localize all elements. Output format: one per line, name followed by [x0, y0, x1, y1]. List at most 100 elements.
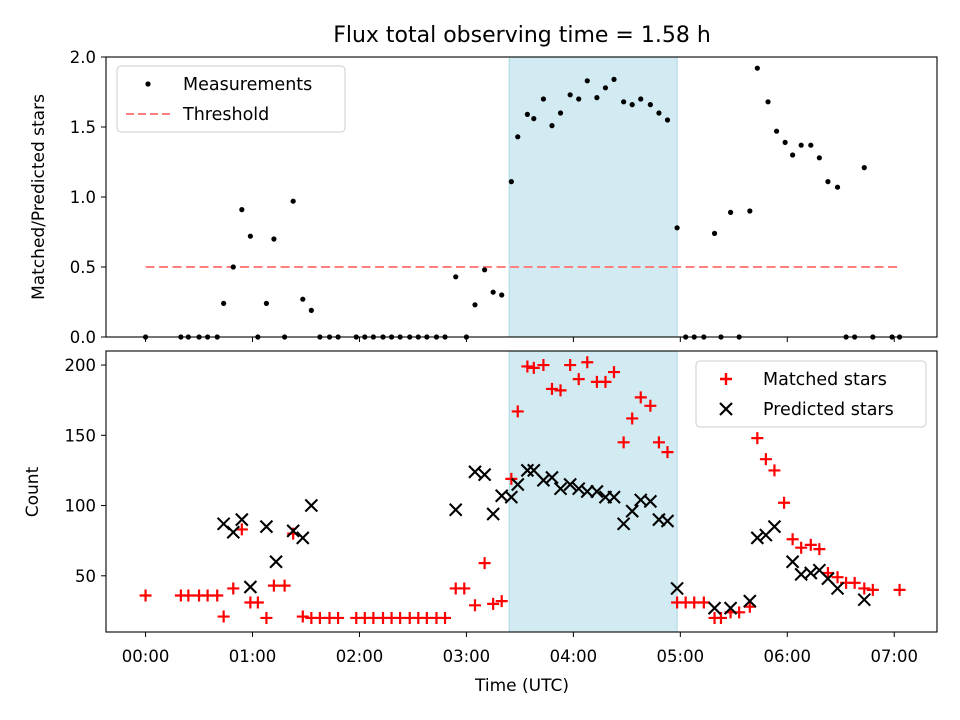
- predicted-star-point: [504, 490, 519, 504]
- predicted-star-point: [767, 519, 782, 534]
- matched-star-point: [260, 611, 273, 624]
- matched-star-point: [759, 453, 772, 466]
- predicted-star-point: [226, 525, 241, 539]
- measurement-point: [308, 307, 314, 313]
- matched-star-point: [768, 464, 781, 477]
- bottom-observing-span: [508, 350, 678, 633]
- matched-star-point: [478, 557, 491, 570]
- legend-predicted-marker: [719, 402, 733, 416]
- matched-star-point: [634, 391, 647, 404]
- predicted-star-point: [511, 477, 525, 492]
- predicted-star-point: [468, 465, 482, 479]
- matched-star-point: [813, 543, 826, 556]
- matched-star-point: [458, 582, 471, 595]
- measurement-point: [754, 65, 760, 71]
- matched-star-point: [182, 589, 195, 602]
- predicted-star-point: [571, 481, 586, 496]
- matched-star-point: [751, 432, 764, 445]
- matched-star-point: [661, 446, 674, 459]
- measurement-point: [584, 78, 590, 84]
- predicted-star-point: [269, 555, 283, 569]
- predicted-star-point: [616, 517, 631, 531]
- matched-star-point: [778, 496, 791, 509]
- matched-star-point: [267, 579, 280, 592]
- predicted-star-point: [660, 514, 675, 528]
- measurement-point: [508, 179, 514, 185]
- legend-matched-marker: [720, 373, 732, 385]
- bottom-y-axis-label: Count: [23, 466, 43, 517]
- matched-star-point: [537, 359, 550, 372]
- matched-star-point: [858, 582, 871, 595]
- matched-star-point: [439, 611, 452, 624]
- bottom-axes-frame: [105, 350, 938, 633]
- matched-star-point: [714, 611, 727, 624]
- predicted-star-point: [477, 467, 492, 482]
- measurement-point: [711, 230, 718, 236]
- measurement-point: [453, 274, 459, 280]
- predicted-star-point: [545, 470, 559, 485]
- matched-star-point: [278, 579, 291, 592]
- measurement-point: [557, 110, 564, 116]
- measurement-point: [647, 102, 653, 108]
- matched-star-point: [511, 405, 524, 418]
- measurement-point: [472, 302, 478, 308]
- bottom-panel: 50 100 150 200 00:00 01:00 02:00 03:00 04:00 05:…: [23, 350, 938, 696]
- x-tick-label: 06:00: [763, 647, 811, 666]
- measurement-point: [499, 292, 505, 298]
- top-axes-frame: [105, 56, 938, 338]
- matched-star-point: [599, 375, 612, 388]
- measurement-point: [790, 152, 796, 158]
- matched-star-point: [786, 533, 799, 546]
- matched-star-point: [893, 583, 906, 596]
- bottom-plot-area: [139, 356, 906, 624]
- matched-star-point: [217, 610, 230, 623]
- measurement-point: [747, 208, 753, 214]
- bottom-x-ticks: 00:00 01:00 02:00 03:00 04:00 05:00 06:00 07:00: [122, 632, 918, 666]
- matched-star-point: [581, 356, 594, 369]
- measurement-point: [247, 233, 253, 239]
- chart-title: Flux total observing time = 1.58 h: [333, 23, 711, 48]
- measurement-point: [576, 96, 582, 102]
- measurement-point: [861, 165, 867, 171]
- matched-star-point: [251, 596, 264, 609]
- measurement-point: [549, 123, 555, 129]
- predicted-star-point: [243, 580, 258, 594]
- top-y-axis-label: Matched/Predicted stars: [29, 94, 49, 300]
- predicted-star-point: [643, 494, 658, 509]
- matched-star-point: [495, 595, 508, 608]
- measurement-point: [594, 95, 600, 101]
- matched-star-point: [545, 382, 558, 395]
- matched-star-point: [795, 541, 808, 554]
- matched-star-point: [831, 571, 844, 584]
- measurement-point: [727, 209, 734, 215]
- top-y-tick-label: 0.0: [70, 328, 96, 347]
- predicted-star-point: [304, 498, 319, 513]
- matched-star-point: [527, 361, 540, 374]
- measurement-point: [290, 198, 296, 204]
- x-tick-label: 00:00: [122, 647, 170, 666]
- matched-star-point: [626, 412, 639, 425]
- legend-threshold-label: Threshold: [182, 105, 269, 125]
- matched-star-point: [332, 611, 345, 624]
- bottom-y-tick-label: 150: [65, 426, 97, 445]
- measurement-point: [221, 300, 227, 306]
- top-observing-span: [508, 56, 678, 338]
- bottom-y-tick-label: 50: [75, 567, 96, 586]
- measurement-point: [674, 225, 680, 231]
- matched-star-point: [227, 582, 240, 595]
- predicted-star-point: [286, 524, 300, 538]
- predicted-star-point: [553, 481, 568, 496]
- bottom-y-tick-label: 200: [65, 356, 97, 375]
- measurement-point: [629, 102, 635, 108]
- measurement-point: [515, 134, 521, 140]
- predicted-star-point: [670, 581, 684, 596]
- top-y-ticks: 0.0 0.5 1.0 1.5 2.0: [70, 48, 106, 347]
- measurement-point: [482, 267, 488, 273]
- x-tick-label: 03:00: [443, 647, 491, 666]
- legend-measurements-marker: [145, 81, 151, 87]
- measurement-point: [602, 85, 609, 91]
- measurement-point: [664, 117, 671, 123]
- matched-star-point: [743, 600, 756, 613]
- matched-star-point: [608, 366, 621, 379]
